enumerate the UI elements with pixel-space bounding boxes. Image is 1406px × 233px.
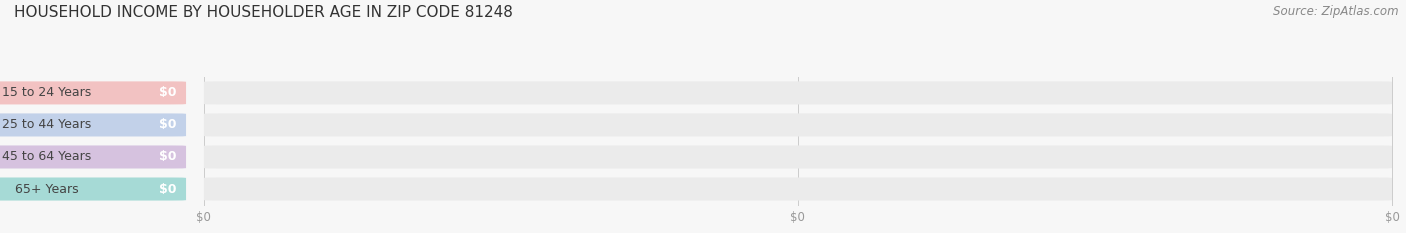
Text: 65+ Years: 65+ Years	[14, 182, 79, 195]
Text: $0: $0	[159, 86, 177, 99]
FancyBboxPatch shape	[204, 113, 1392, 137]
Text: Source: ZipAtlas.com: Source: ZipAtlas.com	[1274, 5, 1399, 18]
Text: $0: $0	[159, 182, 177, 195]
FancyBboxPatch shape	[0, 113, 186, 137]
FancyBboxPatch shape	[0, 178, 186, 201]
Text: $0: $0	[159, 118, 177, 131]
FancyBboxPatch shape	[0, 145, 186, 168]
FancyBboxPatch shape	[0, 81, 186, 104]
Text: HOUSEHOLD INCOME BY HOUSEHOLDER AGE IN ZIP CODE 81248: HOUSEHOLD INCOME BY HOUSEHOLDER AGE IN Z…	[14, 5, 513, 20]
Text: $0: $0	[159, 151, 177, 164]
Text: 25 to 44 Years: 25 to 44 Years	[1, 118, 91, 131]
FancyBboxPatch shape	[204, 81, 1392, 104]
Text: 45 to 64 Years: 45 to 64 Years	[1, 151, 91, 164]
FancyBboxPatch shape	[204, 178, 1392, 201]
FancyBboxPatch shape	[204, 145, 1392, 168]
Text: 15 to 24 Years: 15 to 24 Years	[1, 86, 91, 99]
